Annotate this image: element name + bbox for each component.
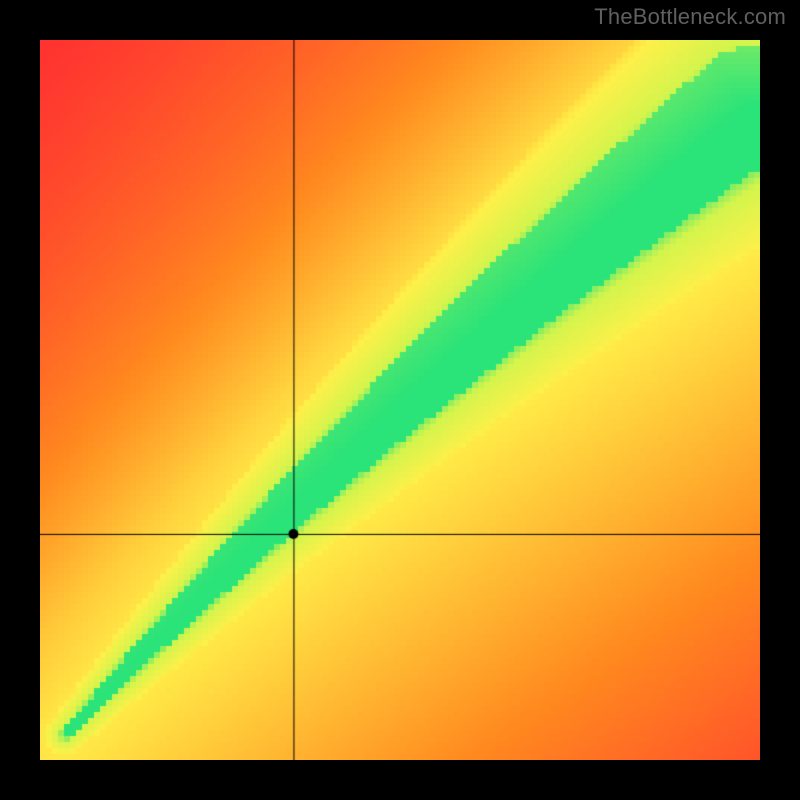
watermark-text: TheBottleneck.com (594, 4, 786, 30)
heatmap-canvas (40, 40, 760, 760)
chart-container: TheBottleneck.com (0, 0, 800, 800)
